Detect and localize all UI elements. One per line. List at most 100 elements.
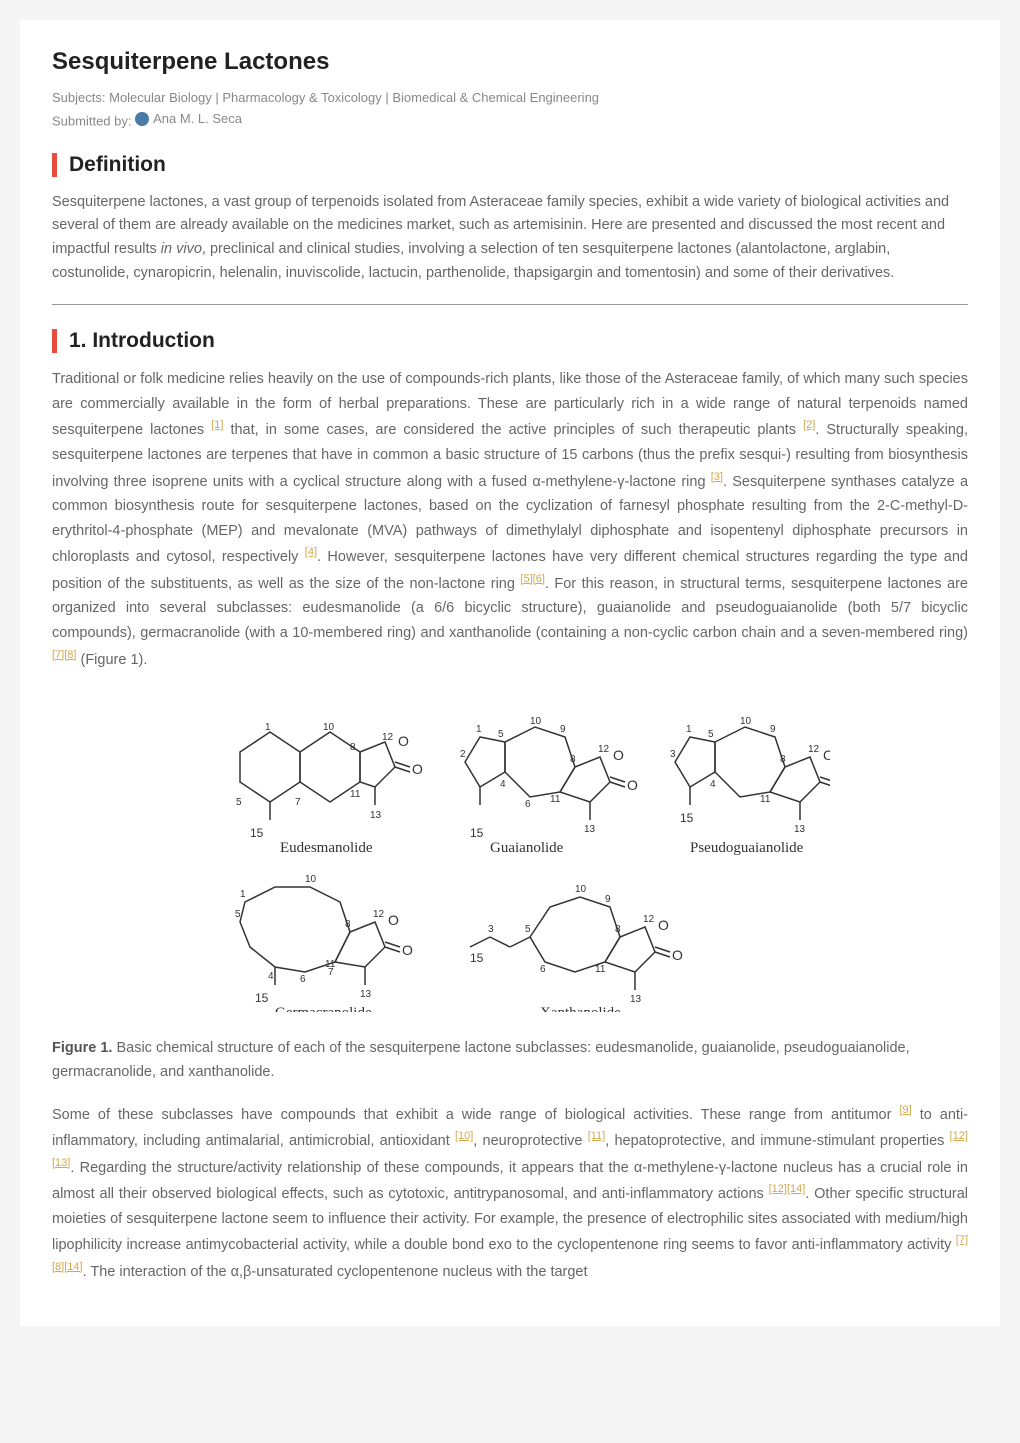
svg-text:10: 10 — [305, 874, 317, 885]
ref-8b[interactable]: [8] — [52, 1261, 64, 1273]
svg-text:Germacranolide: Germacranolide — [275, 1005, 372, 1012]
svg-text:10: 10 — [530, 716, 542, 727]
svg-text:5: 5 — [708, 729, 714, 740]
ref-13[interactable]: [13] — [52, 1157, 70, 1169]
svg-text:11: 11 — [595, 964, 606, 975]
svg-text:12: 12 — [808, 744, 820, 755]
p2-t4: , hepatoprotective, and immune-stimulant… — [605, 1133, 949, 1149]
svg-text:5: 5 — [498, 729, 504, 740]
figure-1: O O 5 7 10 8 1 11 12 13 15 Eudesmanolide — [52, 692, 968, 1017]
svg-text:5: 5 — [236, 797, 242, 808]
p2-t7: . The interaction of the α,β-unsaturated… — [83, 1264, 588, 1280]
svg-text:15: 15 — [680, 811, 694, 825]
svg-text:1: 1 — [686, 724, 692, 735]
svg-text:4: 4 — [710, 779, 716, 790]
svg-text:6: 6 — [300, 974, 306, 985]
svg-text:10: 10 — [323, 722, 335, 733]
definition-text-italic: in vivo — [161, 241, 202, 257]
ref-6[interactable]: [6] — [533, 573, 545, 585]
svg-text:10: 10 — [740, 716, 752, 727]
svg-text:1: 1 — [240, 889, 246, 900]
svg-text:11: 11 — [760, 794, 771, 805]
svg-text:3: 3 — [670, 749, 676, 760]
p1-t2: that, in some cases, are considered the … — [223, 422, 803, 438]
ref-1[interactable]: [1] — [211, 419, 223, 431]
page-title: Sesquiterpene Lactones — [52, 48, 968, 76]
submitter-name: Ana M. L. Seca — [153, 111, 242, 126]
ref-11[interactable]: [11] — [588, 1130, 606, 1142]
chemical-structures-svg: O O 5 7 10 8 1 11 12 13 15 Eudesmanolide — [190, 692, 830, 1012]
section-accent-bar — [52, 329, 57, 353]
definition-paragraph: Sesquiterpene lactones, a vast group of … — [52, 191, 968, 287]
svg-text:15: 15 — [470, 951, 484, 965]
p2-t1: Some of these subclasses have compounds … — [52, 1107, 899, 1123]
svg-text:3: 3 — [488, 924, 494, 935]
ref-12b[interactable]: [12] — [769, 1183, 787, 1195]
p1-t7: (Figure 1). — [76, 651, 147, 667]
ref-8[interactable]: [8] — [64, 649, 76, 661]
ref-14a[interactable]: [14] — [787, 1183, 805, 1195]
svg-text:10: 10 — [575, 884, 587, 895]
svg-text:2: 2 — [460, 749, 466, 760]
svg-text:O: O — [613, 747, 624, 763]
svg-text:13: 13 — [630, 994, 642, 1005]
ref-9[interactable]: [9] — [899, 1104, 911, 1116]
svg-text:13: 13 — [370, 810, 382, 821]
ref-10[interactable]: [10] — [455, 1130, 473, 1142]
submitter-chip[interactable]: Ana M. L. Seca — [135, 111, 242, 126]
svg-text:8: 8 — [345, 919, 351, 930]
p2-t3: , neuroprotective — [473, 1133, 587, 1149]
subjects-label: Subjects: — [52, 90, 105, 105]
svg-text:8: 8 — [615, 924, 621, 935]
ref-7b[interactable]: [7] — [956, 1234, 968, 1246]
svg-text:1: 1 — [265, 722, 271, 733]
ref-7[interactable]: [7] — [52, 649, 64, 661]
svg-text:12: 12 — [382, 732, 394, 743]
ref-5[interactable]: [5] — [520, 573, 532, 585]
svg-text:O: O — [823, 747, 830, 763]
svg-text:9: 9 — [560, 724, 566, 735]
svg-text:O: O — [412, 761, 423, 777]
svg-text:5: 5 — [235, 909, 241, 920]
svg-text:6: 6 — [540, 964, 546, 975]
svg-text:7: 7 — [295, 797, 301, 808]
ref-12a[interactable]: [12] — [950, 1130, 968, 1142]
svg-text:11: 11 — [350, 789, 361, 800]
figure-caption-text: Basic chemical structure of each of the … — [52, 1040, 910, 1080]
section-divider — [52, 304, 968, 305]
svg-text:O: O — [627, 777, 638, 793]
pseudoguaianolide-structure: O O 3 1 5 4 10 9 8 11 12 13 15 Pseudogua… — [670, 716, 830, 856]
svg-text:1: 1 — [476, 724, 482, 735]
germacranolide-structure: O O 1 10 5 4 6 7 8 11 12 13 15 Germacran… — [235, 874, 413, 1012]
svg-text:O: O — [398, 733, 409, 749]
svg-text:O: O — [672, 947, 683, 963]
svg-text:9: 9 — [770, 724, 776, 735]
ref-3[interactable]: [3] — [711, 471, 723, 483]
eudesmanolide-structure: O O 5 7 10 8 1 11 12 13 15 Eudesmanolide — [236, 722, 423, 856]
svg-text:12: 12 — [373, 909, 385, 920]
svg-text:4: 4 — [268, 971, 274, 982]
section-title-introduction: 1. Introduction — [69, 329, 215, 353]
svg-text:6: 6 — [525, 799, 531, 810]
intro-paragraph-1: Traditional or folk medicine relies heav… — [52, 367, 968, 672]
svg-text:9: 9 — [605, 894, 611, 905]
ref-4[interactable]: [4] — [305, 546, 317, 558]
svg-text:Xanthanolide: Xanthanolide — [540, 1005, 621, 1012]
svg-text:15: 15 — [250, 826, 264, 840]
xanthanolide-structure: O O 15 3 5 6 10 9 8 11 12 13 Xanthanolid… — [470, 884, 683, 1012]
ref-2[interactable]: [2] — [803, 419, 815, 431]
svg-text:Pseudoguaianolide: Pseudoguaianolide — [690, 840, 804, 856]
figure-1-caption: Figure 1. Basic chemical structure of ea… — [52, 1037, 968, 1085]
section-header-definition: Definition — [52, 153, 968, 177]
svg-text:O: O — [402, 942, 413, 958]
subjects-line: Subjects: Molecular Biology | Pharmacolo… — [52, 90, 968, 105]
page-container: Sesquiterpene Lactones Subjects: Molecul… — [20, 20, 1000, 1326]
submitted-line: Submitted by: Ana M. L. Seca — [52, 111, 968, 129]
section-title-definition: Definition — [69, 153, 166, 177]
section-header-introduction: 1. Introduction — [52, 329, 968, 353]
ref-14b[interactable]: [14] — [64, 1261, 82, 1273]
svg-text:12: 12 — [598, 744, 610, 755]
svg-text:15: 15 — [470, 826, 484, 840]
svg-text:8: 8 — [780, 754, 786, 765]
svg-text:13: 13 — [584, 824, 596, 835]
